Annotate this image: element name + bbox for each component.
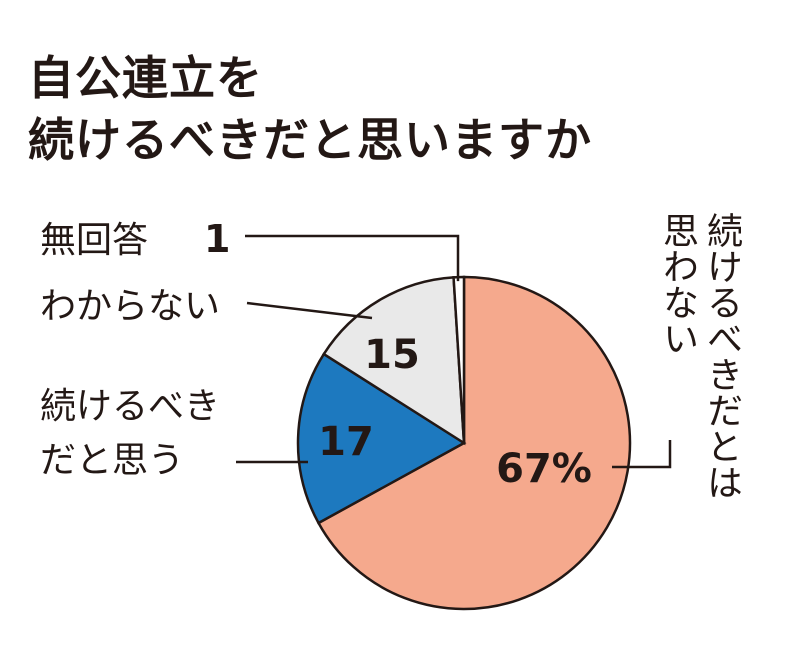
slice-dont-know xyxy=(322,276,466,446)
chart-title-line-2: 続けるべきだと思いますか xyxy=(28,113,592,167)
leader-no-answer xyxy=(245,234,460,282)
value-label-continue: 17 xyxy=(318,419,374,465)
label-no-answer: 無回答 xyxy=(40,220,148,261)
leader-not-continue xyxy=(612,440,672,469)
value-label-not-continue: 67% xyxy=(496,446,592,492)
value-label-no-answer: 1 xyxy=(204,217,230,261)
label-continue-line-1: 続けるべき xyxy=(40,386,220,427)
slice-not-continue xyxy=(316,275,632,611)
value-label-dont-know: 15 xyxy=(364,332,420,378)
label-not-continue-line-2: 思わない xyxy=(657,212,698,356)
leader-dont-know xyxy=(246,301,373,320)
slice-continue xyxy=(296,352,467,525)
chart-title-line-1: 自公連立を xyxy=(28,51,263,105)
label-continue-line-2: だと思う xyxy=(40,440,184,481)
label-dont-know: わからない xyxy=(40,286,220,327)
label-not-continue-line-1: 続けるべきだとは xyxy=(701,212,742,500)
